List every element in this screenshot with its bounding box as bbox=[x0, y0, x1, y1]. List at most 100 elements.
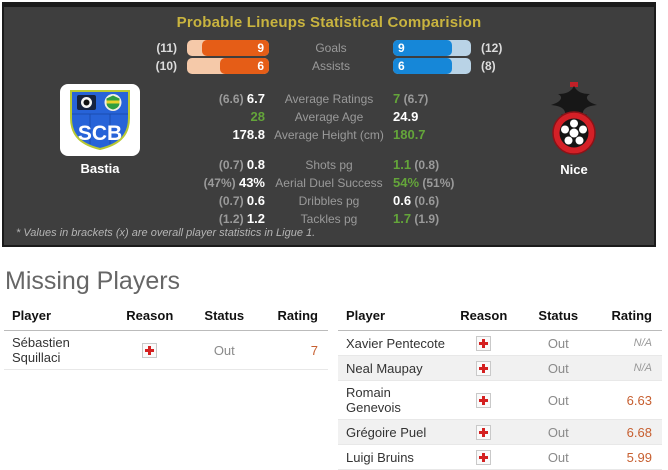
away-goals-bar-fill: 9 bbox=[393, 40, 452, 56]
home-team: SCB Bastia bbox=[58, 84, 142, 176]
stat-row-average-height: 178.8 Average Height (cm) 180.7 bbox=[4, 126, 654, 144]
column-header-player: Player bbox=[12, 308, 52, 323]
player-rating: 5.99 bbox=[626, 449, 652, 465]
stat-label: Dribbles pg bbox=[298, 194, 360, 208]
stat-label: Average Age bbox=[294, 110, 364, 124]
injury-cross-icon bbox=[476, 450, 492, 466]
away-aerial-bracket: (51%) bbox=[422, 176, 455, 190]
stats-group-1: (6.6) 6.7 Average Ratings 7 (6.7) 28 Ave… bbox=[4, 90, 654, 144]
player-name: Grégoire Puel bbox=[346, 424, 427, 440]
away-aerial-value: 54% bbox=[393, 175, 420, 190]
injury-cross-icon bbox=[476, 361, 492, 377]
player-name: Neal Maupay bbox=[346, 360, 423, 376]
column-header-status: Status bbox=[538, 308, 579, 323]
away-shots-value: 1.1 bbox=[393, 157, 412, 172]
home-aerial-value: 43% bbox=[238, 175, 265, 190]
bracket-values-footnote: * Values in brackets (x) are overall pla… bbox=[16, 227, 316, 239]
table-row: Xavier Pentecote Out N/A bbox=[338, 331, 662, 357]
bastia-logo: SCB bbox=[60, 84, 140, 156]
injury-cross-icon bbox=[142, 343, 158, 359]
stat-row-dribbles: (0.7) 0.6 Dribbles pg 0.6 (0.6) bbox=[4, 192, 654, 210]
stat-label: Average Height (cm) bbox=[274, 128, 384, 142]
away-goals-bar: 9 bbox=[393, 40, 471, 56]
home-height-value: 178.8 bbox=[232, 127, 265, 142]
player-status: Out bbox=[547, 392, 569, 408]
assists-bar-row: (10) 6 Assists 6 (8) bbox=[4, 58, 654, 74]
home-tackles-bracket: (1.2) bbox=[218, 212, 244, 226]
player-status: Out bbox=[547, 424, 569, 440]
table-row: Neal Maupay Out N/A bbox=[338, 356, 662, 382]
bastia-crest-icon: SCB bbox=[70, 90, 130, 151]
home-dribbles-bracket: (0.7) bbox=[218, 194, 244, 208]
stats-group-2: (0.7) 0.8 Shots pg 1.1 (0.8) (47%) 43% A… bbox=[4, 156, 654, 228]
player-rating: N/A bbox=[633, 337, 652, 350]
scb-monogram: SCB bbox=[78, 122, 122, 145]
player-name: Romain Genevois bbox=[346, 385, 401, 416]
away-assists-bar: 6 bbox=[393, 58, 471, 74]
home-goals-bar: 9 bbox=[187, 40, 269, 56]
goals-assists-bars: (11) 9 Goals 9 (12) (10) 6 Assists 6 (8) bbox=[4, 40, 654, 74]
away-assists-bar-fill: 6 bbox=[393, 58, 452, 74]
stat-label: Aerial Duel Success bbox=[275, 176, 383, 190]
missing-players-tables: Player Reason Status Rating Sébastien Sq… bbox=[4, 304, 662, 470]
missing-players-heading: Missing Players bbox=[5, 267, 181, 295]
away-assists-overall: (8) bbox=[481, 59, 496, 73]
away-team-name: Nice bbox=[560, 162, 588, 177]
home-team-name: Bastia bbox=[80, 161, 120, 176]
goals-bar-row: (11) 9 Goals 9 (12) bbox=[4, 40, 654, 56]
column-header-status: Status bbox=[204, 308, 245, 323]
away-dribbles-value: 0.6 bbox=[393, 193, 412, 208]
table-header-row: Player Reason Status Rating bbox=[4, 304, 328, 331]
away-team: Nice bbox=[532, 81, 616, 177]
injury-cross-icon bbox=[476, 425, 492, 441]
table-row: Romain Genevois Out 6.63 bbox=[338, 381, 662, 421]
goals-label: Goals bbox=[315, 41, 347, 55]
away-dribbles-bracket: (0.6) bbox=[414, 194, 440, 208]
panel-title: Probable Lineups Statistical Comparision bbox=[176, 14, 482, 31]
table-row: Sébastien Squillaci Out 7 bbox=[4, 331, 328, 370]
home-missing-players-table: Player Reason Status Rating Sébastien Sq… bbox=[4, 304, 328, 470]
eagle-icon bbox=[551, 86, 597, 115]
home-goals-bar-fill: 9 bbox=[201, 40, 269, 56]
stat-row-average-age: 28 Average Age 24.9 bbox=[4, 108, 654, 126]
home-rating-bracket: (6.6) bbox=[218, 92, 244, 106]
player-status: Out bbox=[547, 449, 569, 465]
table-row: Grégoire Puel Out 6.68 bbox=[338, 420, 662, 446]
injury-cross-icon bbox=[476, 393, 492, 409]
lineup-comparison-panel: Probable Lineups Statistical Comparision… bbox=[2, 2, 656, 247]
player-rating: N/A bbox=[633, 362, 652, 375]
player-rating: 6.68 bbox=[626, 424, 652, 440]
table-row: Luigi Bruins Out 5.99 bbox=[338, 445, 662, 470]
column-header-reason: Reason bbox=[126, 308, 174, 323]
away-goals-overall: (12) bbox=[481, 41, 503, 55]
away-shots-bracket: (0.8) bbox=[414, 158, 440, 172]
home-assists-bar: 6 bbox=[187, 58, 269, 74]
home-aerial-bracket: (47%) bbox=[203, 176, 236, 190]
stat-row-aerial: (47%) 43% Aerial Duel Success 54% (51%) bbox=[4, 174, 654, 192]
away-height-value: 180.7 bbox=[393, 127, 426, 142]
player-name: Xavier Pentecote bbox=[346, 335, 446, 351]
home-assists-value: 6 bbox=[257, 59, 264, 73]
crown-icon bbox=[570, 82, 578, 87]
player-name: Luigi Bruins bbox=[346, 449, 414, 465]
player-status: Out bbox=[547, 360, 569, 376]
stat-label: Average Ratings bbox=[284, 92, 374, 106]
home-shots-bracket: (0.7) bbox=[218, 158, 244, 172]
stat-row-shots: (0.7) 0.8 Shots pg 1.1 (0.8) bbox=[4, 156, 654, 174]
stat-label: Shots pg bbox=[305, 158, 353, 172]
away-assists-value: 6 bbox=[398, 59, 405, 73]
player-rating: 7 bbox=[310, 342, 318, 358]
assists-label: Assists bbox=[311, 59, 350, 73]
player-name: Sébastien Squillaci bbox=[12, 335, 70, 365]
away-rating-value: 7 bbox=[393, 91, 401, 106]
stat-row-tackles: (1.2) 1.2 Tackles pg 1.7 (1.9) bbox=[4, 210, 654, 228]
injury-cross-icon bbox=[476, 336, 492, 352]
away-tackles-value: 1.7 bbox=[393, 211, 412, 226]
stat-row-average-ratings: (6.6) 6.7 Average Ratings 7 (6.7) bbox=[4, 90, 654, 108]
home-tackles-value: 1.2 bbox=[246, 211, 265, 226]
home-assists-overall: (10) bbox=[155, 59, 177, 73]
home-rating-value: 6.7 bbox=[246, 91, 265, 106]
away-goals-value: 9 bbox=[398, 41, 405, 55]
home-assists-bar-fill: 6 bbox=[219, 58, 269, 74]
home-dribbles-value: 0.6 bbox=[246, 193, 265, 208]
